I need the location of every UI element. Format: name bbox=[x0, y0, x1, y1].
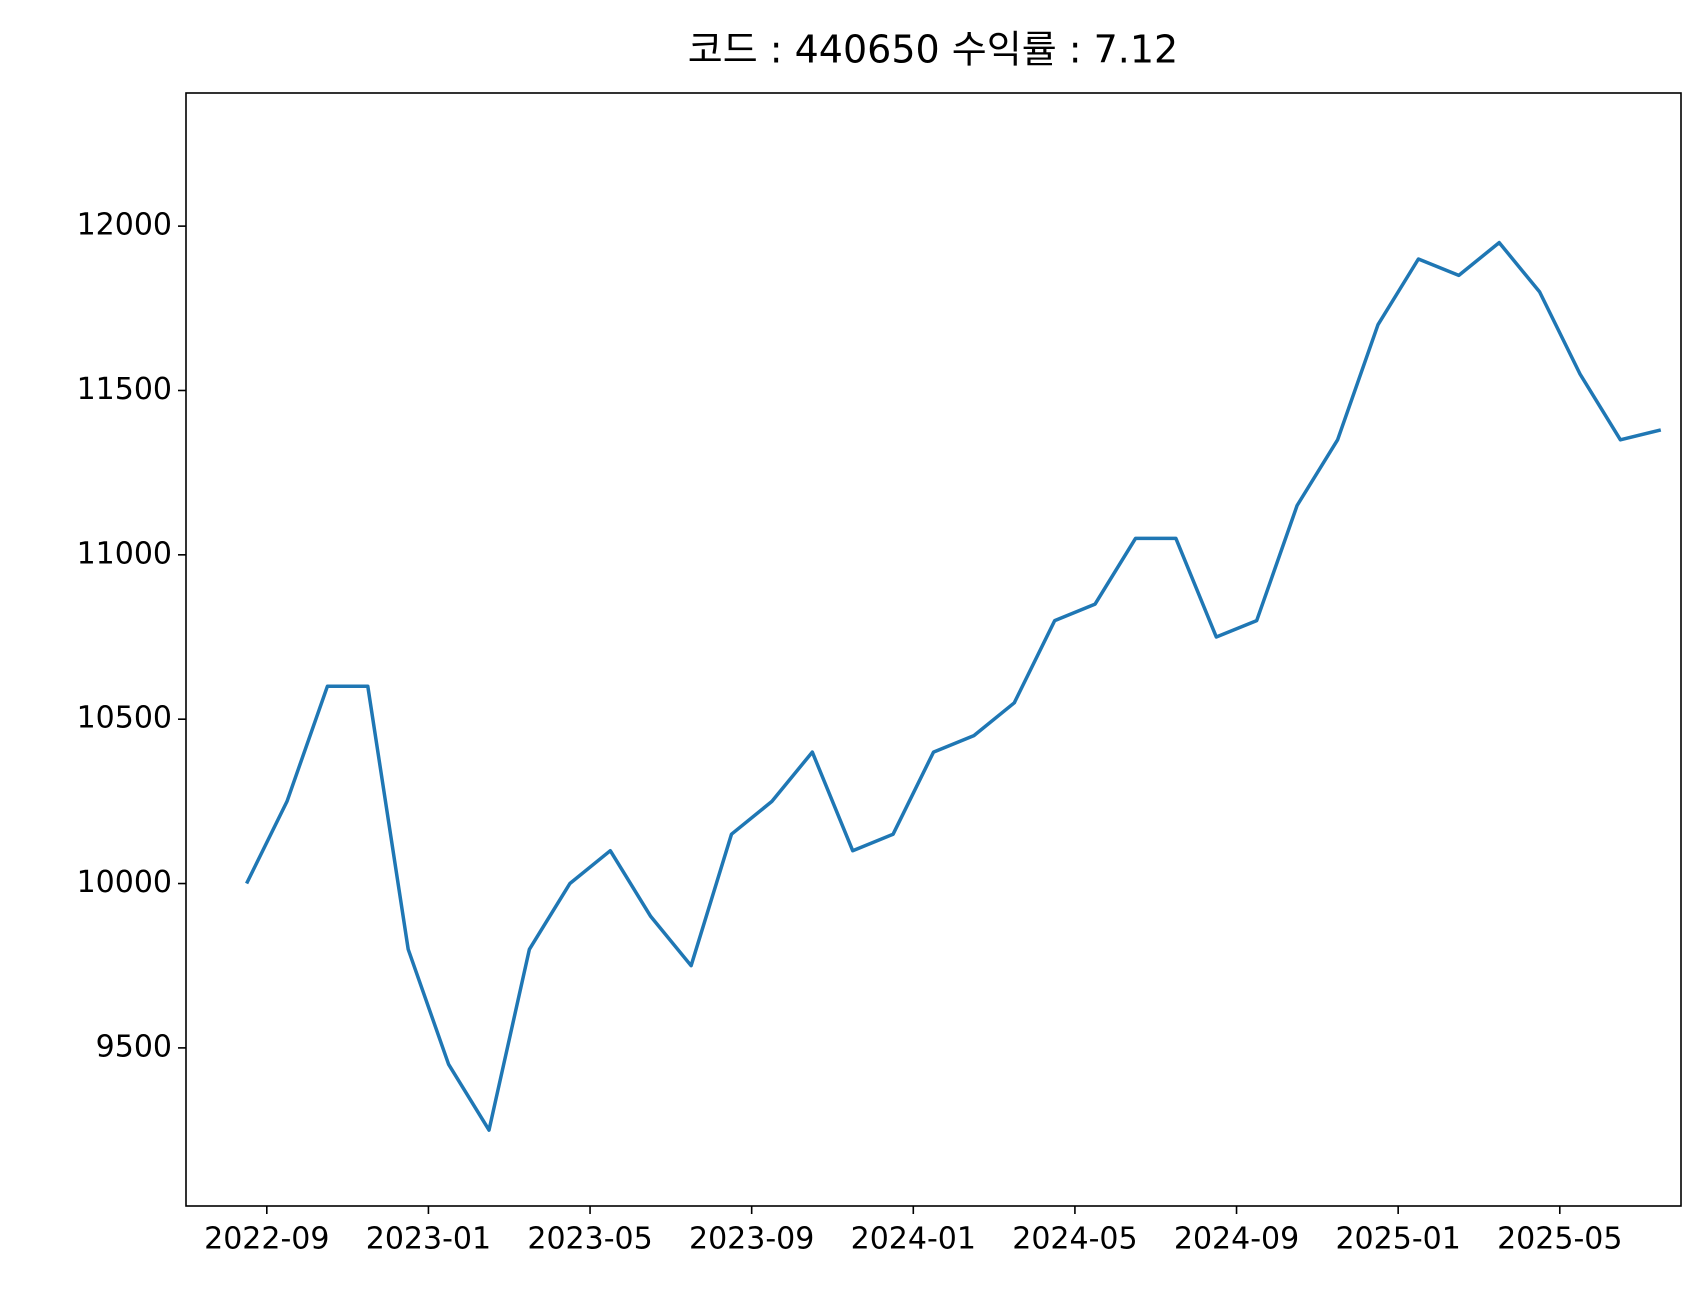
x-tick-label: 2025-01 bbox=[1335, 1222, 1460, 1257]
x-tick-label: 2024-09 bbox=[1174, 1222, 1299, 1257]
chart-title: 코드 : 440650 수익률 : 7.12 bbox=[688, 28, 1178, 72]
line bbox=[245, 240, 1662, 1132]
x-tick-label: 2025-05 bbox=[1497, 1222, 1622, 1257]
x-tick-label: 2023-05 bbox=[527, 1222, 652, 1257]
x-tick-label: 2024-05 bbox=[1012, 1222, 1137, 1257]
x-tick-label: 2024-01 bbox=[851, 1222, 976, 1257]
y-tick-label: 9500 bbox=[96, 1029, 172, 1064]
y-tick-label: 10000 bbox=[77, 865, 172, 900]
x-tick-label: 2023-01 bbox=[366, 1222, 491, 1257]
x-tick-label: 2022-09 bbox=[204, 1222, 329, 1257]
y-tick-label: 10500 bbox=[77, 701, 172, 736]
x-tick-label: 2023-09 bbox=[689, 1222, 814, 1257]
y-tick-label: 11000 bbox=[77, 536, 172, 571]
plot-frame bbox=[185, 92, 1682, 1207]
y-tick-label: 11500 bbox=[77, 372, 172, 407]
y-tick-label: 12000 bbox=[77, 208, 172, 243]
